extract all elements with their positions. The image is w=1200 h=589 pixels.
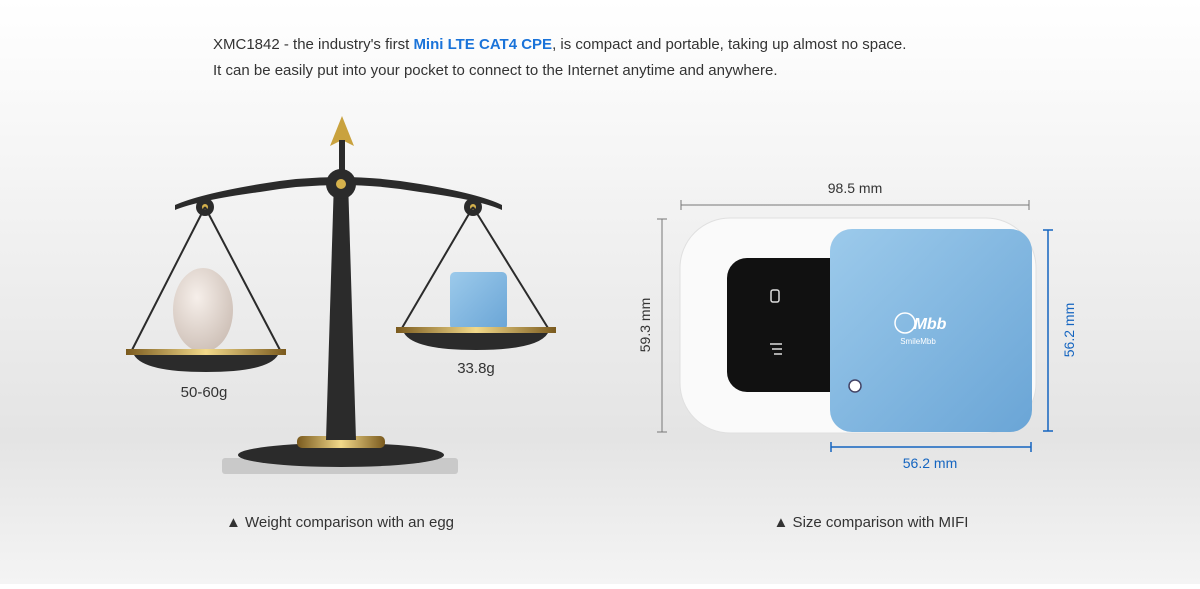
scale (126, 116, 556, 474)
intro-line2: It can be easily put into your pocket to… (213, 62, 778, 79)
intro-line1: XMC1842 - the industry's first Mini LTE … (213, 36, 906, 53)
egg-weight: 50-60g (181, 384, 228, 401)
intro-text: XMC1842 - the industry's first (213, 36, 413, 53)
dimension-lines (657, 200, 1053, 452)
weight-caption: ▲ Weight comparison with an egg (226, 514, 454, 531)
device-width: 56.2 mm (903, 455, 957, 471)
logo-name: SmileMbb (900, 337, 936, 346)
logo-mark: Mbb (914, 316, 947, 333)
mifi-width: 98.5 mm (828, 180, 882, 196)
intro-highlight: Mini LTE CAT4 CPE (413, 36, 552, 53)
intro-text: , is compact and portable, taking up alm… (552, 36, 906, 53)
device-weight: 33.8g (457, 360, 495, 377)
size-caption: ▲ Size comparison with MIFI (774, 514, 969, 531)
mifi-comparison (679, 217, 1037, 434)
mifi-height: 59.3 mm (637, 298, 653, 352)
device-height: 56.2 mm (1061, 303, 1077, 357)
